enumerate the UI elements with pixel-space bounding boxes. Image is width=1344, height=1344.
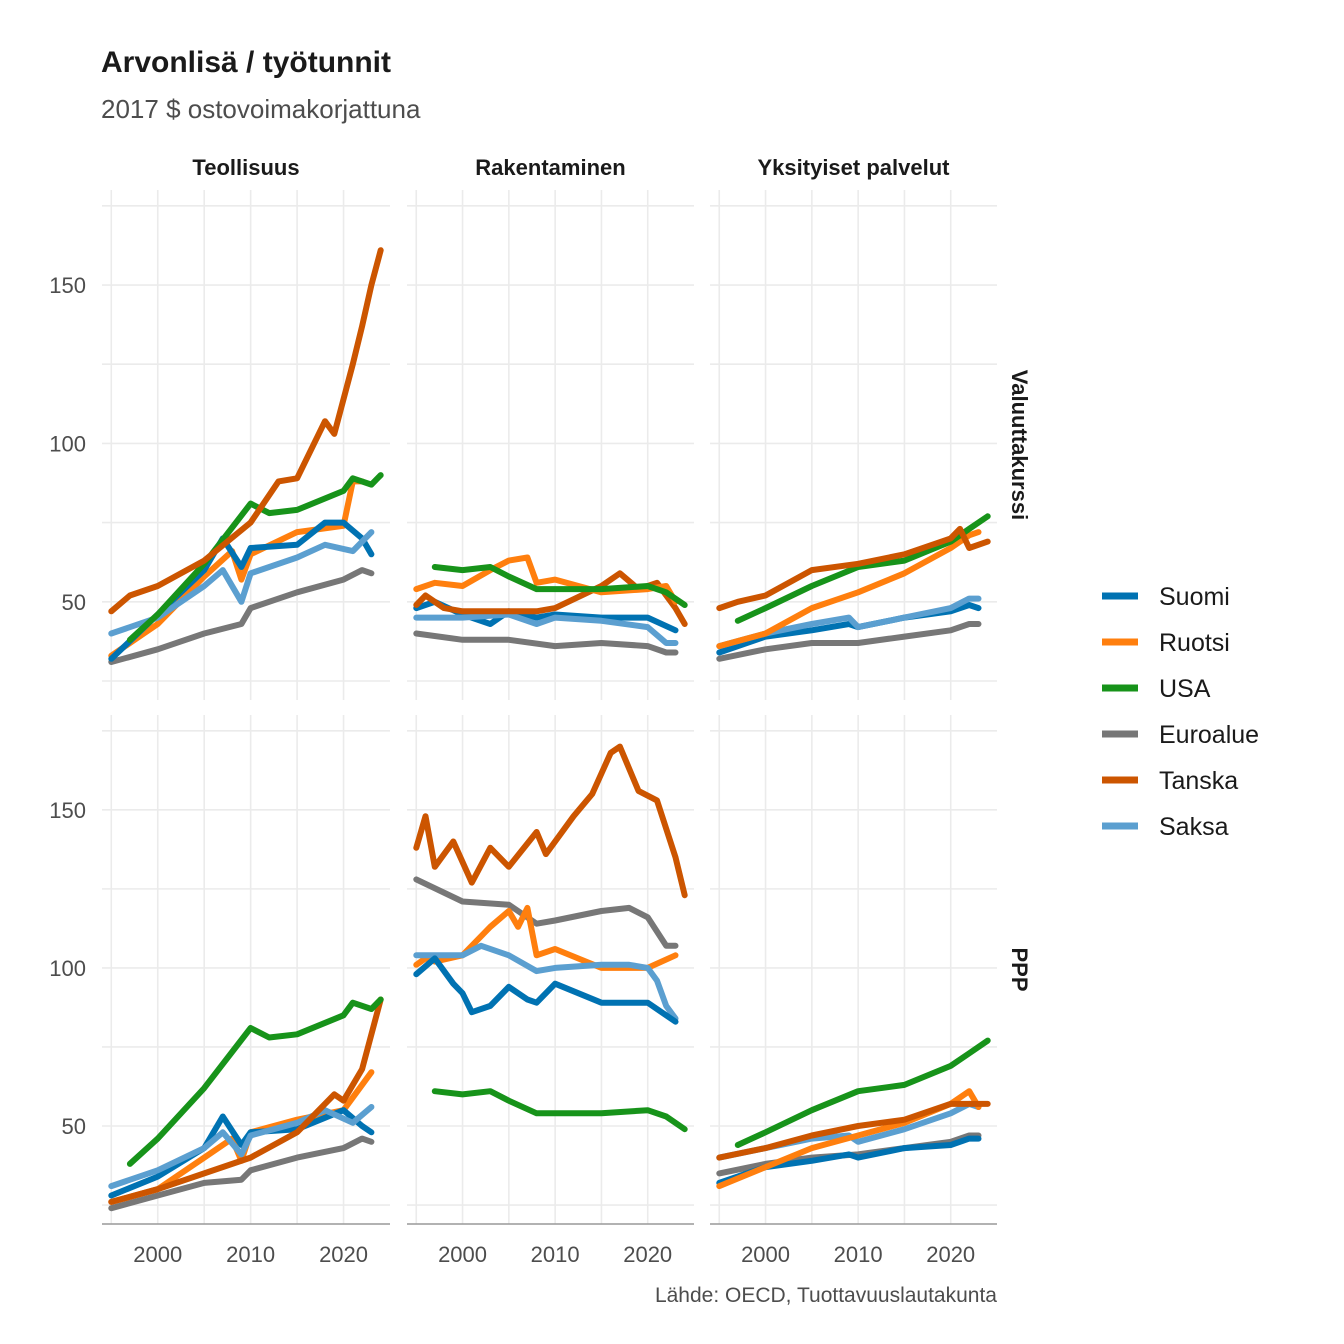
series-line-usa	[734, 1037, 991, 1148]
series-line-tanska	[413, 743, 688, 899]
series-line-tanska	[108, 247, 384, 615]
x-tick-label: 2000	[133, 1242, 182, 1267]
x-tick-label: 2000	[438, 1242, 487, 1267]
series-line-saksa	[108, 1104, 375, 1190]
series-line-saksa	[413, 942, 679, 1022]
series-line-tanska	[716, 1100, 991, 1161]
series-line-ruotsi	[108, 478, 366, 659]
legend-label-usa: USA	[1159, 675, 1211, 703]
legend-label-saksa: Saksa	[1159, 813, 1229, 841]
x-tick-label: 2020	[623, 1242, 672, 1267]
y-tick-label: 100	[49, 956, 86, 981]
column-strip-label: Teollisuus	[192, 155, 299, 180]
x-tick-label: 2020	[319, 1242, 368, 1267]
series-line-ruotsi	[413, 554, 679, 605]
series-line-usa	[126, 996, 384, 1167]
series-line-usa	[734, 513, 991, 624]
facet-panels: 50 100 150 50 100 150 2000 2010 2020 2000 2010 2020…	[49, 155, 1032, 1267]
series-line-euroalue	[108, 1135, 375, 1212]
chart-title: Arvonlisä / työtunnit	[101, 46, 391, 79]
panel-ppp-teollisuus: 50 100 150 2000 2010 2020	[49, 715, 390, 1267]
x-tick-label: 2010	[834, 1242, 883, 1267]
row-strip-label: PPP	[1007, 947, 1032, 991]
y-tick-label: 100	[49, 431, 86, 456]
series-line-saksa	[716, 595, 982, 650]
series-line-tanska	[716, 525, 991, 612]
panel-valuuttakurssi-yksityiset-palvelut	[710, 190, 997, 700]
x-tick-label: 2020	[926, 1242, 975, 1267]
series-line-euroalue	[413, 876, 679, 949]
x-tick-label: 2010	[531, 1242, 580, 1267]
legend-label-tanska: Tanska	[1159, 767, 1238, 795]
series-line-ruotsi	[413, 904, 679, 971]
legend-label-ruotsi: Ruotsi	[1159, 629, 1230, 657]
legend-label-euroalue: Euroalue	[1159, 721, 1259, 749]
series-line-saksa	[108, 529, 375, 637]
legend: Suomi Ruotsi USA Euroalue Tanska Saksa	[1102, 583, 1259, 841]
series-line-suomi	[413, 955, 679, 1025]
panel-valuuttakurssi-rakentaminen	[407, 190, 694, 700]
series-line-usa	[431, 1088, 688, 1133]
series-line-saksa	[413, 611, 679, 646]
series-line-tanska	[413, 570, 688, 627]
series-line-euroalue	[413, 630, 679, 656]
y-tick-label: 50	[62, 1114, 86, 1139]
chart-subtitle: 2017 $ ostovoimakorjattuna	[101, 94, 421, 124]
series-line-euroalue	[716, 621, 982, 662]
x-tick-label: 2000	[741, 1242, 790, 1267]
series-line-suomi	[716, 1135, 982, 1186]
column-strip-label: Yksityiset palvelut	[758, 155, 951, 180]
column-strip-label: Rakentaminen	[475, 155, 625, 180]
panel-ppp-yksityiset-palvelut: 2000 2010 2020	[710, 715, 997, 1267]
chart-caption: Lähde: OECD, Tuottavuuslautakunta	[655, 1284, 997, 1307]
series-line-euroalue	[108, 567, 375, 665]
y-tick-label: 150	[49, 798, 86, 823]
y-tick-label: 150	[49, 273, 86, 298]
row-strip-label: Valuuttakurssi	[1007, 370, 1032, 520]
series-line-tanska	[108, 996, 384, 1205]
y-tick-label: 50	[62, 590, 86, 615]
legend-label-suomi: Suomi	[1159, 583, 1230, 611]
panel-ppp-rakentaminen: 2000 2010 2020	[407, 715, 694, 1267]
series-line-usa	[126, 472, 384, 643]
series-line-usa	[431, 564, 688, 608]
series-line-ruotsi	[716, 1088, 982, 1190]
panel-valuuttakurssi-teollisuus: 50 100 150	[49, 190, 390, 700]
x-tick-label: 2010	[226, 1242, 275, 1267]
